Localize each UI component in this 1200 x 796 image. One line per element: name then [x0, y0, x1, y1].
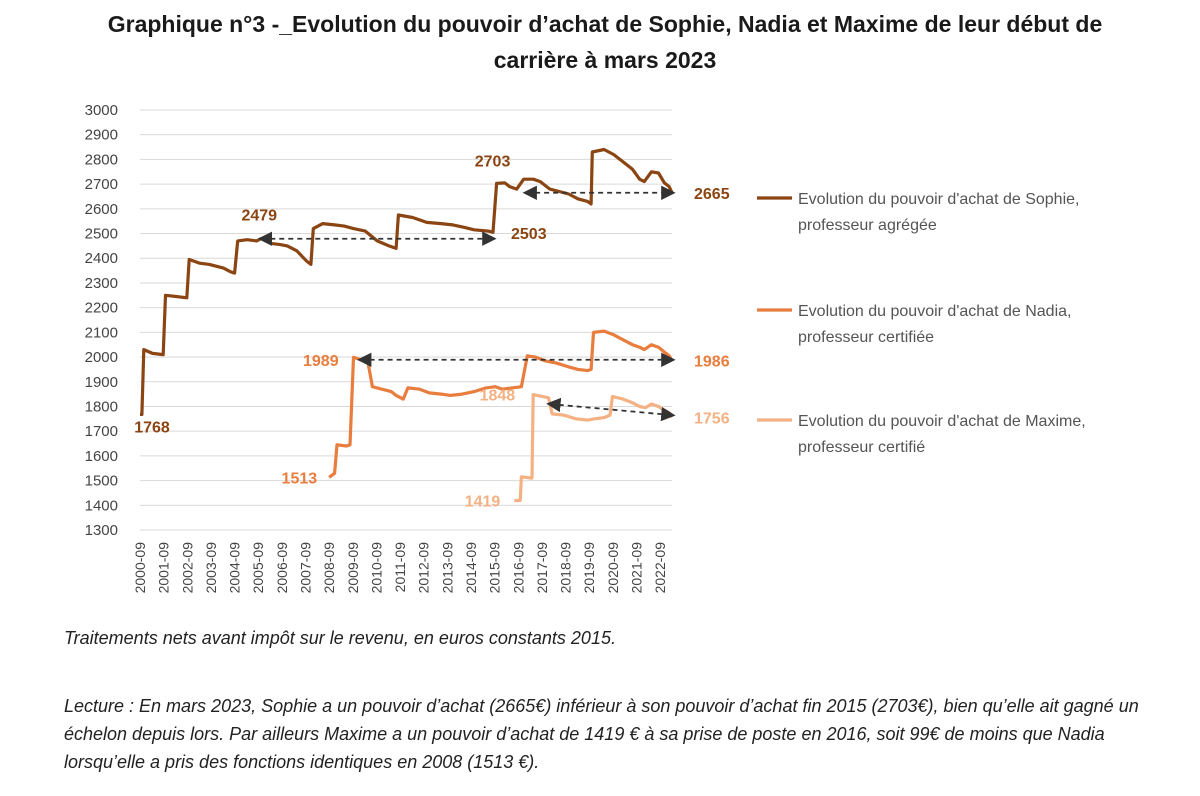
y-tick-label: 1800	[85, 398, 118, 415]
legend-entry: Evolution du pouvoir d'achat de Maxime,	[798, 413, 1086, 430]
y-tick-label: 2500	[85, 226, 118, 243]
y-tick-label: 2000	[85, 349, 118, 366]
x-tick-label: 2009-09	[345, 542, 361, 594]
data-label: 1756	[694, 410, 730, 427]
chart-title-line-2: carrière à mars 2023	[493, 47, 717, 73]
line-chart: 1300 1400 1500 1600 1700 1800 1900 2000 2100 2200…	[85, 102, 1086, 594]
y-tick-label: 2300	[85, 275, 118, 292]
x-tick-label: 2010-09	[368, 542, 384, 594]
data-labels: 1768 2479 2503 2703 2665 1989 1513 1986 1848 1419…	[134, 153, 729, 510]
y-tick-label: 1700	[85, 423, 118, 440]
legend: Evolution du pouvoir d'achat de Sophie, p…	[757, 191, 1086, 456]
series-line-0	[140, 147, 674, 416]
comparison-arrows	[257, 185, 676, 422]
x-tick-label: 2016-09	[510, 542, 526, 594]
chart-title: Graphique n°3 -_Evolution du pouvoir d’a…	[40, 6, 1170, 78]
y-tick-label: 2800	[85, 151, 118, 168]
legend-entry: professeur certifié	[798, 439, 925, 456]
x-axis-tick-labels: 2000-09 2001-09 2002-09 2003-09 2004-09 2005-…	[132, 542, 668, 594]
data-label: 1419	[465, 494, 501, 511]
x-tick-label: 2004-09	[227, 542, 243, 594]
y-tick-label: 1600	[85, 448, 118, 465]
x-tick-label: 2003-09	[203, 542, 219, 594]
x-tick-label: 2006-09	[274, 542, 290, 594]
series-line-2	[514, 393, 674, 503]
data-label: 1989	[303, 353, 339, 370]
data-label: 2479	[241, 208, 277, 225]
y-tick-label: 3000	[85, 102, 118, 119]
y-tick-label: 2400	[85, 250, 118, 267]
y-tick-label: 2900	[85, 127, 118, 144]
y-tick-label: 1300	[85, 522, 118, 539]
x-tick-label: 2002-09	[179, 542, 195, 594]
x-tick-label: 2000-09	[132, 542, 148, 594]
x-tick-label: 2007-09	[298, 542, 314, 594]
data-label: 1848	[480, 388, 516, 405]
x-tick-label: 2022-09	[652, 542, 668, 594]
x-tick-label: 2015-09	[487, 542, 503, 594]
x-tick-label: 2011-09	[392, 542, 408, 593]
legend-entry: Evolution du pouvoir d'achat de Nadia,	[798, 303, 1071, 320]
data-label: 1986	[694, 354, 730, 371]
legend-entry: professeur certifiée	[798, 329, 934, 346]
x-tick-label: 2012-09	[416, 542, 432, 594]
x-tick-label: 2019-09	[581, 542, 597, 594]
y-tick-label: 2700	[85, 176, 118, 193]
y-tick-label: 2600	[85, 201, 118, 218]
chart-title-line-1: Graphique n°3 -_Evolution du pouvoir d’a…	[107, 11, 1103, 37]
y-tick-label: 1900	[85, 374, 118, 391]
x-tick-label: 2013-09	[439, 542, 455, 594]
comparison-arrow	[546, 397, 676, 422]
x-tick-label: 2018-09	[558, 542, 574, 594]
data-label: 1513	[282, 470, 318, 487]
series-lines	[140, 147, 674, 503]
units-note: Traitements nets avant impôt sur le reve…	[64, 628, 616, 648]
x-tick-label: 2020-09	[605, 542, 621, 594]
y-tick-label: 1400	[85, 497, 118, 514]
y-tick-label: 1500	[85, 473, 118, 490]
legend-entry: professeur agrégée	[798, 217, 937, 234]
x-tick-label: 2008-09	[321, 542, 337, 594]
y-tick-label: 2200	[85, 300, 118, 317]
x-tick-label: 2005-09	[250, 542, 266, 594]
x-tick-label: 2014-09	[463, 542, 479, 594]
x-tick-label: 2017-09	[534, 542, 550, 594]
legend-entry: Evolution du pouvoir d'achat de Sophie,	[798, 191, 1079, 208]
x-tick-label: 2001-09	[156, 542, 172, 594]
reading-note: Lecture : En mars 2023, Sophie a un pouv…	[64, 696, 1139, 772]
data-label: 2665	[694, 186, 730, 203]
y-tick-label: 2100	[85, 324, 118, 341]
data-label: 1768	[134, 419, 170, 436]
data-label: 2503	[511, 226, 547, 243]
series-line-1	[328, 329, 674, 479]
y-axis-tick-labels: 1300 1400 1500 1600 1700 1800 1900 2000 2100 2200…	[85, 102, 118, 539]
data-label: 2703	[475, 153, 511, 170]
x-tick-label: 2021-09	[629, 542, 645, 594]
